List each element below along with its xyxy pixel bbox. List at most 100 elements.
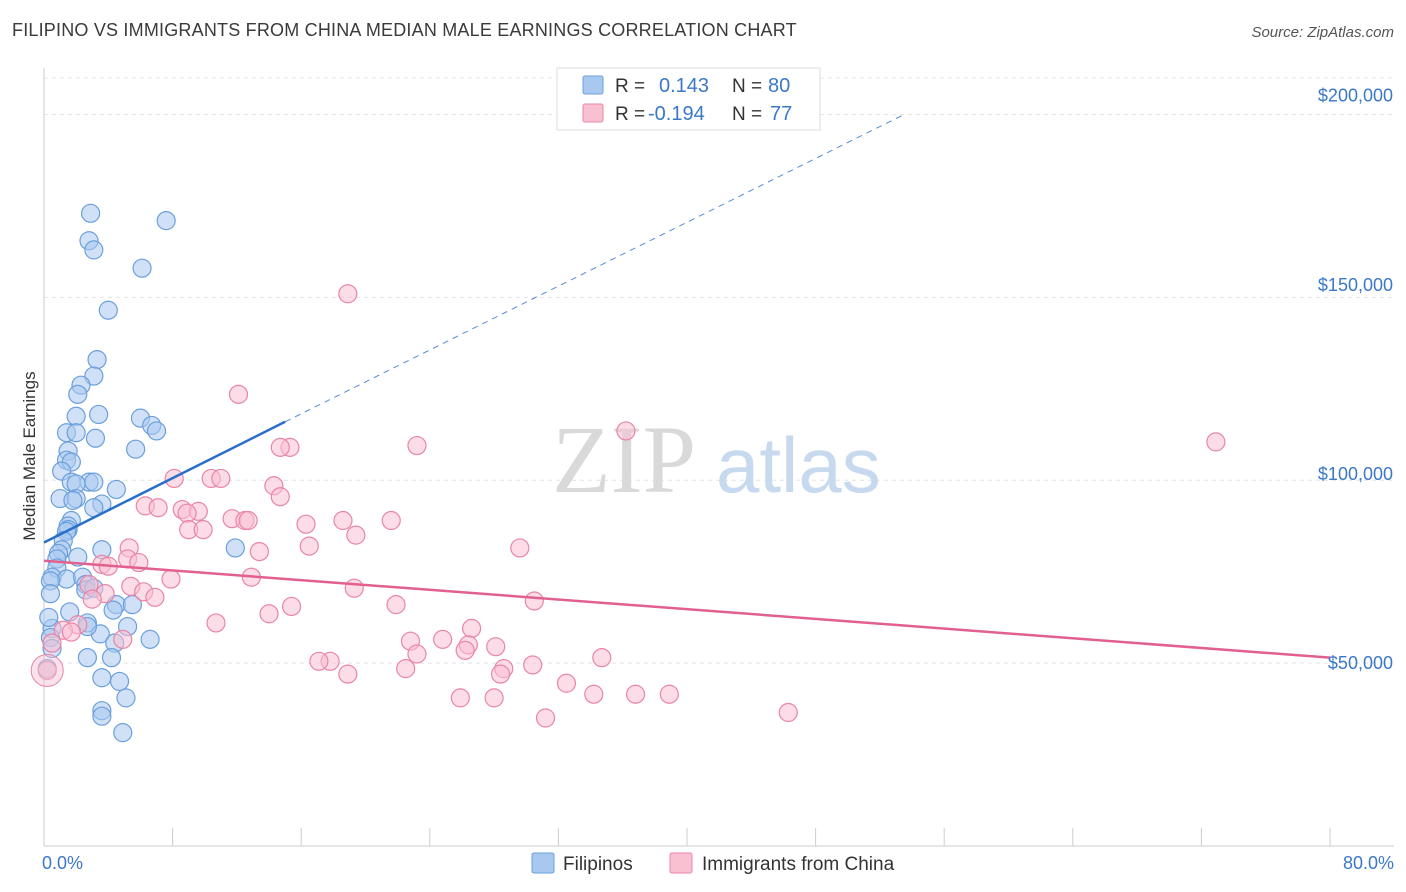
legend-swatch-china: [582, 103, 604, 123]
data-point: [592, 648, 612, 668]
data-point: [270, 487, 290, 507]
data-point: [455, 640, 475, 660]
data-point: [146, 421, 167, 441]
data-point: [270, 437, 290, 457]
data-point: [84, 240, 104, 260]
y-tick-label: $50,000: [1328, 653, 1393, 673]
data-point: [299, 536, 319, 556]
data-point: [66, 406, 86, 426]
data-point: [1206, 432, 1226, 452]
y-tick-labels: $50,000 $100,000 $150,000 $200,000: [1318, 86, 1393, 674]
x-tick-label-max: 80.0%: [1343, 853, 1394, 873]
data-point: [113, 629, 133, 649]
data-point: [625, 684, 646, 704]
data-point: [490, 664, 511, 684]
data-point: [407, 435, 427, 456]
data-point: [309, 651, 329, 671]
data-point: [98, 300, 118, 320]
data-point: [484, 688, 504, 708]
chart-source: Source: ZipAtlas.com: [1251, 24, 1394, 41]
data-point: [42, 633, 62, 653]
trend-lines: [43, 114, 1331, 659]
data-point: [85, 428, 106, 448]
legend-r-label-filipinos: R =: [615, 76, 645, 97]
y-axis-label: Median Male Earnings: [20, 371, 39, 540]
legend-swatch-filipinos: [582, 75, 604, 95]
data-point: [584, 684, 604, 704]
watermark-atlas: atlas: [716, 421, 881, 509]
data-point: [161, 569, 181, 589]
data-point: [228, 384, 249, 404]
bottom-legend-swatch-filipinos: [531, 852, 555, 874]
legend-n-label-china: N =: [732, 104, 762, 125]
data-point-large: [30, 653, 64, 687]
data-point: [156, 211, 176, 231]
bottom-legend-label-china: Immigrants from China: [702, 854, 895, 875]
data-point: [89, 404, 109, 425]
data-point: [238, 510, 258, 531]
legend: R = 0.143 N = 80 R = -0.194 N = 77: [556, 67, 821, 131]
data-point: [68, 547, 88, 567]
trend-line-filipinos: [43, 420, 286, 544]
data-point: [433, 629, 453, 649]
watermark: ZIP atlas: [552, 406, 881, 513]
x-tick-label-min: 0.0%: [42, 853, 83, 873]
data-point: [92, 706, 112, 726]
data-point: [87, 350, 107, 370]
axes: [43, 68, 1394, 847]
data-point: [77, 648, 98, 668]
data-point: [524, 591, 544, 611]
data-point: [450, 688, 470, 708]
data-point: [81, 203, 101, 223]
data-point: [344, 578, 364, 598]
legend-r-label-china: R =: [615, 104, 645, 125]
legend-n-value-china: 77: [770, 103, 792, 125]
data-point: [523, 655, 543, 675]
bottom-legend-swatch-china: [669, 852, 693, 874]
trend-line-china: [43, 559, 1331, 659]
data-point: [145, 587, 165, 607]
data-point: [61, 622, 81, 642]
data-point: [193, 520, 213, 540]
data-point: [126, 439, 146, 459]
data-point: [659, 684, 679, 704]
data-point: [106, 479, 126, 500]
data-point: [535, 708, 556, 728]
data-point: [407, 644, 427, 664]
y-tick-label: $200,000: [1318, 86, 1393, 106]
data-point: [109, 671, 130, 692]
data-point: [116, 688, 136, 708]
data-point: [177, 503, 197, 523]
data-point: [338, 664, 358, 684]
data-point: [386, 595, 406, 615]
data-point: [63, 490, 83, 510]
data-point: [148, 498, 168, 518]
data-point: [616, 421, 636, 441]
data-point: [486, 637, 506, 657]
y-tick-label: $150,000: [1318, 275, 1393, 295]
data-point: [338, 284, 358, 304]
data-point: [113, 723, 133, 743]
data-point: [556, 673, 577, 693]
data-point: [510, 538, 530, 558]
data-point: [68, 384, 88, 404]
legend-r-value-china: -0.194: [648, 103, 705, 125]
data-point: [101, 648, 122, 668]
data-point: [92, 668, 112, 688]
data-point: [56, 569, 77, 589]
bottom-legend: Filipinos Immigrants from China: [531, 852, 895, 875]
data-point: [84, 472, 104, 492]
data-point: [296, 514, 316, 534]
data-point: [82, 589, 102, 609]
data-point: [225, 538, 245, 558]
data-point: [778, 702, 798, 723]
data-point: [206, 613, 226, 633]
data-point: [132, 258, 152, 278]
chart-title: FILIPINO VS IMMIGRANTS FROM CHINA MEDIAN…: [12, 20, 797, 40]
data-point: [461, 618, 482, 639]
data-point: [103, 600, 123, 620]
bottom-legend-label-filipinos: Filipinos: [563, 854, 633, 875]
data-point: [259, 604, 279, 624]
data-point: [140, 629, 160, 649]
